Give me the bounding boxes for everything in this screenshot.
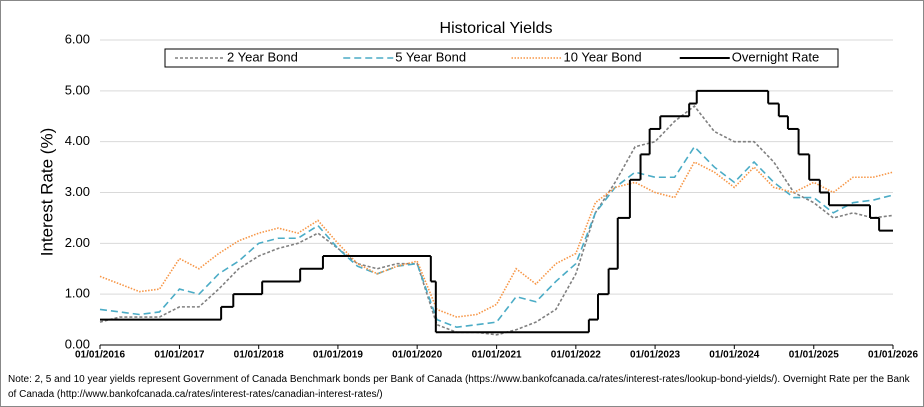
series-line <box>99 160 894 318</box>
chart-title: Historical Yields <box>440 20 553 37</box>
legend-label: 10 Year Bond <box>564 49 642 64</box>
legend-label: Overnight Rate <box>732 49 819 64</box>
legend-box <box>164 48 839 68</box>
legend-label: 5 Year Bond <box>395 49 466 64</box>
x-tick-label: 01/01/2023 <box>630 350 680 361</box>
chart: Historical Yields Interest Rate (%) 0.00… <box>37 20 918 361</box>
y-tick-label: 2.00 <box>65 235 90 250</box>
series-line <box>99 104 894 336</box>
x-tick-label: 01/01/2026 <box>868 350 918 361</box>
y-tick-label: 4.00 <box>65 133 90 148</box>
x-tick-label: 01/01/2024 <box>709 350 759 361</box>
legend-label: 2 Year Bond <box>227 49 298 64</box>
x-tick-label: 01/01/2025 <box>789 350 839 361</box>
x-tick-label: 01/01/2022 <box>551 350 601 361</box>
y-axis-label: Interest Rate (%) <box>37 128 56 257</box>
x-tick-label: 01/01/2019 <box>313 350 363 361</box>
x-tick-label: 01/01/2018 <box>234 350 284 361</box>
x-tick-label: 01/01/2020 <box>392 350 442 361</box>
series-line <box>99 145 894 329</box>
y-tick-label: 0.00 <box>65 336 90 351</box>
x-tick-label: 01/01/2021 <box>472 350 522 361</box>
x-tick-label: 01/01/2016 <box>75 350 125 361</box>
y-tick-label: 3.00 <box>65 184 90 199</box>
x-tick-label: 01/01/2017 <box>154 350 204 361</box>
y-tick-label: 1.00 <box>65 286 90 301</box>
note: Note: 2, 5 and 10 year yields represent … <box>8 374 910 400</box>
y-tick-label: 6.00 <box>65 31 90 46</box>
y-tick-label: 5.00 <box>65 82 90 97</box>
